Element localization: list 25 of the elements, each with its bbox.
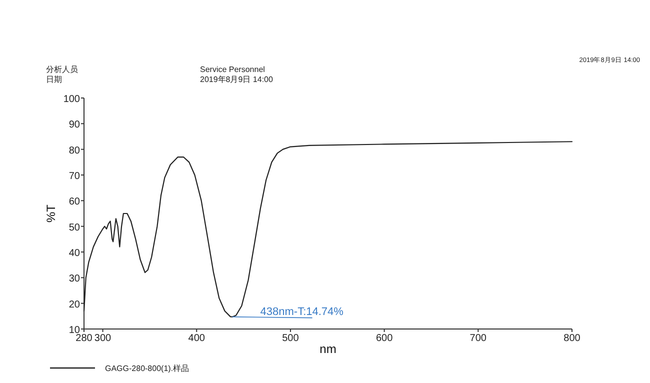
text: 分析人员 [46,65,78,74]
y-axis-title: %T [44,204,58,222]
x-tick-label: 700 [470,333,487,344]
x-tick-label: 600 [376,333,394,344]
y-tick-label: 80 [68,145,80,156]
y-tick-label: 20 [68,299,80,310]
x-tick-label: 300 [94,333,112,344]
y-tick-label: 30 [68,274,80,285]
text: 日期 [46,75,62,84]
text: GAGG-280-800(1).样品 [105,364,190,373]
x-tick-label: 500 [282,333,300,344]
text: Service Personnel [200,65,266,74]
text: 2019年8月9日 14:00 [200,75,274,84]
y-tick-label: 40 [68,248,80,259]
x-tick-label: 800 [564,333,581,344]
x-tick-label: 400 [188,333,206,344]
y-tick-label: 90 [68,120,80,131]
y-tick-label: 70 [68,171,80,182]
line-series [83,141,573,318]
x-tick-label: 280 [76,333,93,344]
y-tick-label: 60 [68,196,80,208]
x-axis-title: nm [320,342,336,356]
y-tick-label: 100 [63,94,80,105]
y-tick-label: 50 [68,222,80,234]
annotation: 438nm-T:14.74% [260,306,344,318]
